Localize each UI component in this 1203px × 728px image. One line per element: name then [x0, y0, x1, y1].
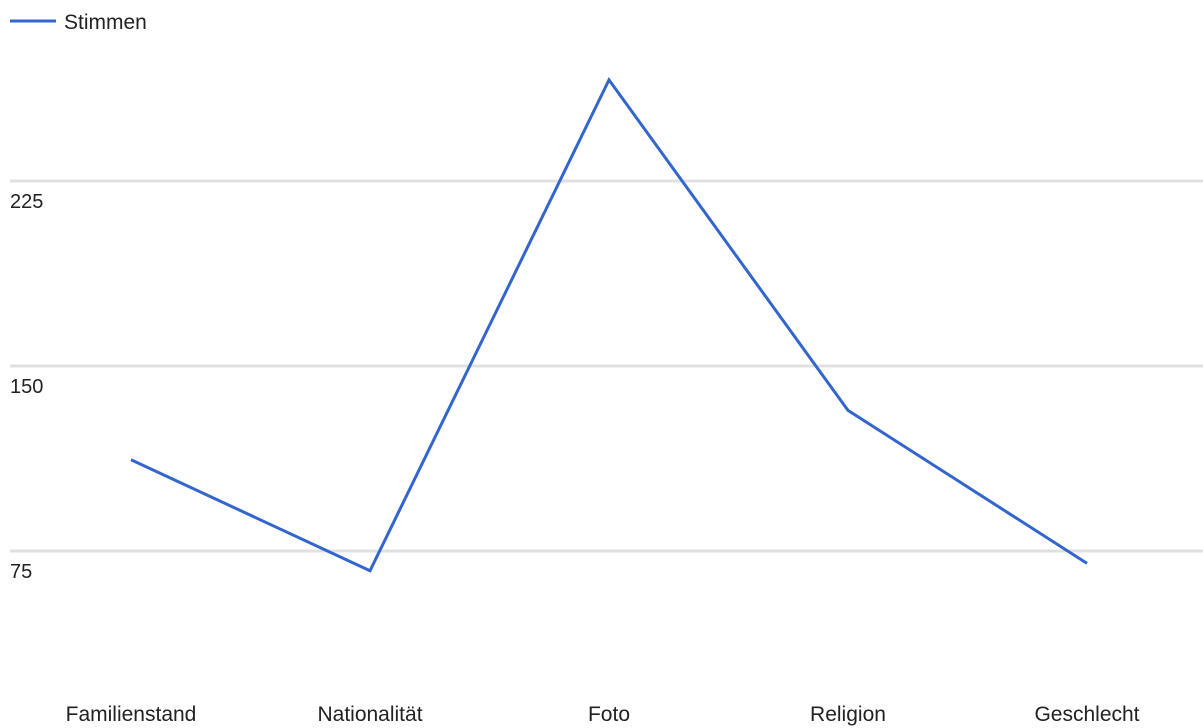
y-tick-label: 75	[10, 561, 32, 583]
data-point[interactable]	[364, 565, 376, 577]
x-category-label: Geschlecht	[1034, 703, 1139, 726]
data-point[interactable]	[125, 454, 137, 466]
x-category-label: Foto	[588, 703, 630, 726]
series-group	[125, 74, 1093, 577]
x-axis-categories: Familienstand Nationalität Foto Religion Ges…	[66, 703, 1140, 726]
series-line-stimmen[interactable]	[130, 76, 1088, 573]
data-point[interactable]	[1081, 557, 1093, 569]
y-tick-label: 225	[10, 191, 43, 213]
y-axis-ticks: 75 150 225	[10, 191, 43, 583]
data-point[interactable]	[603, 74, 615, 86]
y-tick-label: 150	[10, 376, 43, 398]
x-category-label: Religion	[810, 703, 886, 726]
legend-label-stimmen: Stimmen	[64, 11, 147, 34]
data-point[interactable]	[842, 404, 854, 416]
gridlines	[10, 179, 1203, 553]
x-category-label: Nationalität	[317, 703, 422, 726]
legend[interactable]: Stimmen	[10, 11, 147, 34]
x-category-label: Familienstand	[66, 703, 197, 726]
